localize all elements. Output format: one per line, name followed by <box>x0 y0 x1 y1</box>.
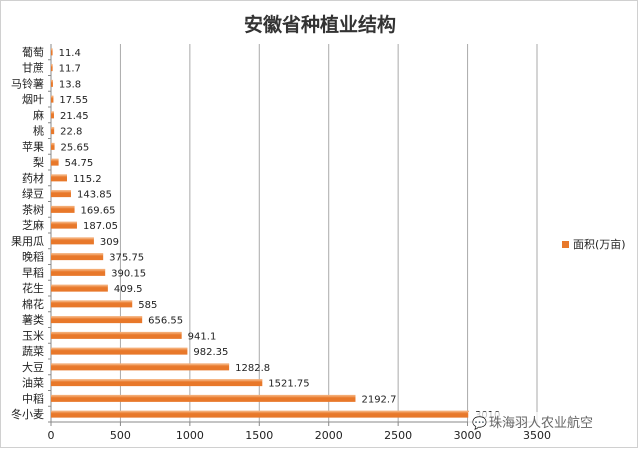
data-label: 169.65 <box>81 205 116 216</box>
data-label: 187.05 <box>83 221 118 232</box>
category-label: 甘蔗 <box>22 62 44 75</box>
category-label: 花生 <box>22 281 44 295</box>
data-label: 982.35 <box>193 347 228 358</box>
bar <box>51 64 53 72</box>
legend-label: 面积(万亩) <box>573 238 626 251</box>
bar <box>51 316 143 324</box>
category-label: 玉米 <box>22 329 44 342</box>
data-label: 656.55 <box>148 316 183 327</box>
data-label: 22.8 <box>60 127 82 138</box>
axes <box>48 44 537 423</box>
bars <box>51 48 469 418</box>
grid-lines <box>50 44 538 426</box>
x-tick-label: 2500 <box>384 429 412 442</box>
data-label: 309 <box>100 237 119 248</box>
x-tick-label: 3000 <box>454 429 482 442</box>
bar <box>51 174 67 182</box>
chart-title: 安徽省种植业结构 <box>243 14 396 36</box>
bar <box>51 253 104 261</box>
data-label: 409.5 <box>114 284 143 295</box>
data-label: 1521.75 <box>268 379 309 390</box>
data-labels: 30102192.71521.751282.8982.35941.1656.55… <box>59 48 501 421</box>
data-label: 941.1 <box>188 331 217 342</box>
bar <box>51 300 133 308</box>
x-tick-label: 0 <box>48 429 55 442</box>
bar <box>51 190 71 198</box>
category-label: 油菜 <box>22 376 44 390</box>
bar <box>51 347 188 355</box>
category-label: 马铃薯 <box>11 76 44 90</box>
data-label: 11.7 <box>59 64 81 75</box>
data-label: 143.85 <box>77 190 112 201</box>
bar <box>51 379 263 387</box>
category-label: 薯类 <box>22 313 44 327</box>
category-label: 桃 <box>33 124 44 138</box>
data-label: 115.2 <box>73 174 102 185</box>
bar <box>51 127 55 135</box>
bar <box>51 363 230 371</box>
x-tick-label: 2000 <box>315 429 343 442</box>
bar <box>51 331 182 339</box>
data-label: 390.15 <box>111 268 146 279</box>
data-label: 1282.8 <box>235 363 270 374</box>
x-tick-label: 500 <box>110 429 131 442</box>
data-label: 11.4 <box>59 48 81 59</box>
data-label: 17.55 <box>59 95 88 106</box>
category-label: 药材 <box>22 171 44 185</box>
data-label: 13.8 <box>59 79 81 90</box>
bar <box>51 410 469 418</box>
data-label: 25.65 <box>61 142 90 153</box>
category-label: 棉花 <box>22 297 44 311</box>
legend: 面积(万亩) <box>562 236 626 252</box>
category-label: 中稻 <box>22 392 44 405</box>
chat-bubble-icon: 💬 <box>472 416 487 430</box>
bar <box>51 268 106 276</box>
category-label: 冬小麦 <box>11 407 44 421</box>
bar <box>51 48 53 56</box>
watermark: 💬 珠海羽人农业航空 <box>468 412 597 431</box>
x-tick-label: 1500 <box>245 429 273 442</box>
data-label: 21.45 <box>60 111 89 122</box>
category-label: 蔬菜 <box>22 345 44 358</box>
data-label: 2192.7 <box>361 394 396 405</box>
category-label: 大豆 <box>22 360 44 374</box>
data-label: 54.75 <box>65 158 94 169</box>
data-label: 375.75 <box>109 253 144 264</box>
category-label: 晚稻 <box>22 251 44 264</box>
x-tick-label: 1000 <box>176 429 204 442</box>
legend-swatch <box>562 240 569 248</box>
category-label: 芝麻 <box>22 218 44 232</box>
bar <box>51 205 75 213</box>
data-label: 585 <box>138 300 157 311</box>
bar <box>51 221 77 229</box>
x-tick-labels: 0 500 1000 1500 2000 2500 3000 3500 <box>48 429 552 442</box>
bar <box>51 394 356 402</box>
watermark-text: 珠海羽人农业航空 <box>488 416 593 431</box>
bar <box>51 111 54 119</box>
bar <box>51 158 59 166</box>
bar <box>51 237 94 245</box>
bar <box>51 142 55 150</box>
category-label: 茶树 <box>22 202 44 216</box>
category-label: 烟叶 <box>22 92 44 106</box>
bar <box>51 95 54 103</box>
category-label: 早稻 <box>22 266 44 279</box>
category-label: 葡萄 <box>22 46 44 59</box>
category-label: 苹果 <box>22 139 44 153</box>
category-label: 梨 <box>33 155 44 169</box>
category-label: 绿豆 <box>22 187 44 201</box>
category-label: 果用瓜 <box>11 235 44 248</box>
category-label: 麻 <box>33 108 44 122</box>
x-tick-label: 3500 <box>523 429 551 442</box>
bar <box>51 79 53 87</box>
bar <box>51 284 108 292</box>
